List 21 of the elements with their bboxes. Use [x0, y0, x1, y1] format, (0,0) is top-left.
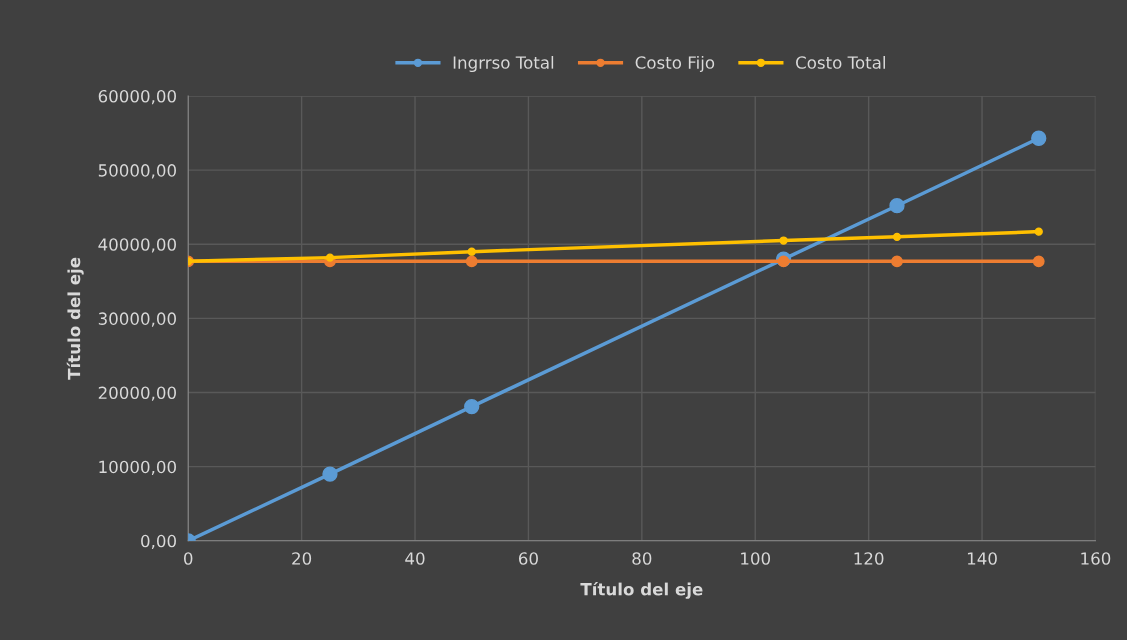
x-tick-label: 160 — [1081, 552, 1111, 565]
y-tick-label: 10000,00 — [99, 460, 176, 475]
x-axis-title: Título del eje — [580, 581, 703, 599]
x-tick-label: 120 — [854, 552, 884, 565]
legend-label: Costo Total — [796, 55, 885, 69]
x-tick-label: 60 — [518, 552, 538, 565]
y-tick-label: 40000,00 — [98, 238, 176, 253]
x-tick-label: 140 — [967, 552, 997, 565]
y-tick-label: 20000,00 — [98, 386, 176, 401]
y-tick-label: 0,00 — [141, 534, 176, 550]
x-tick-label: 40 — [405, 552, 425, 565]
y-tick-label: 60000,00 — [98, 89, 176, 105]
x-tick-label: 80 — [632, 552, 652, 565]
legend-label: Costo Fijo — [635, 55, 715, 73]
x-tick-label: 20 — [292, 552, 312, 565]
x-tick-label: 100 — [741, 552, 771, 565]
x-tick-label: 0 — [184, 552, 193, 565]
y-axis-title: Título del eje — [66, 257, 84, 380]
y-tick-label: 30000,00 — [98, 312, 176, 327]
legend-label: Ingrrso Total — [453, 55, 554, 73]
y-tick-label: 50000,00 — [98, 164, 176, 179]
